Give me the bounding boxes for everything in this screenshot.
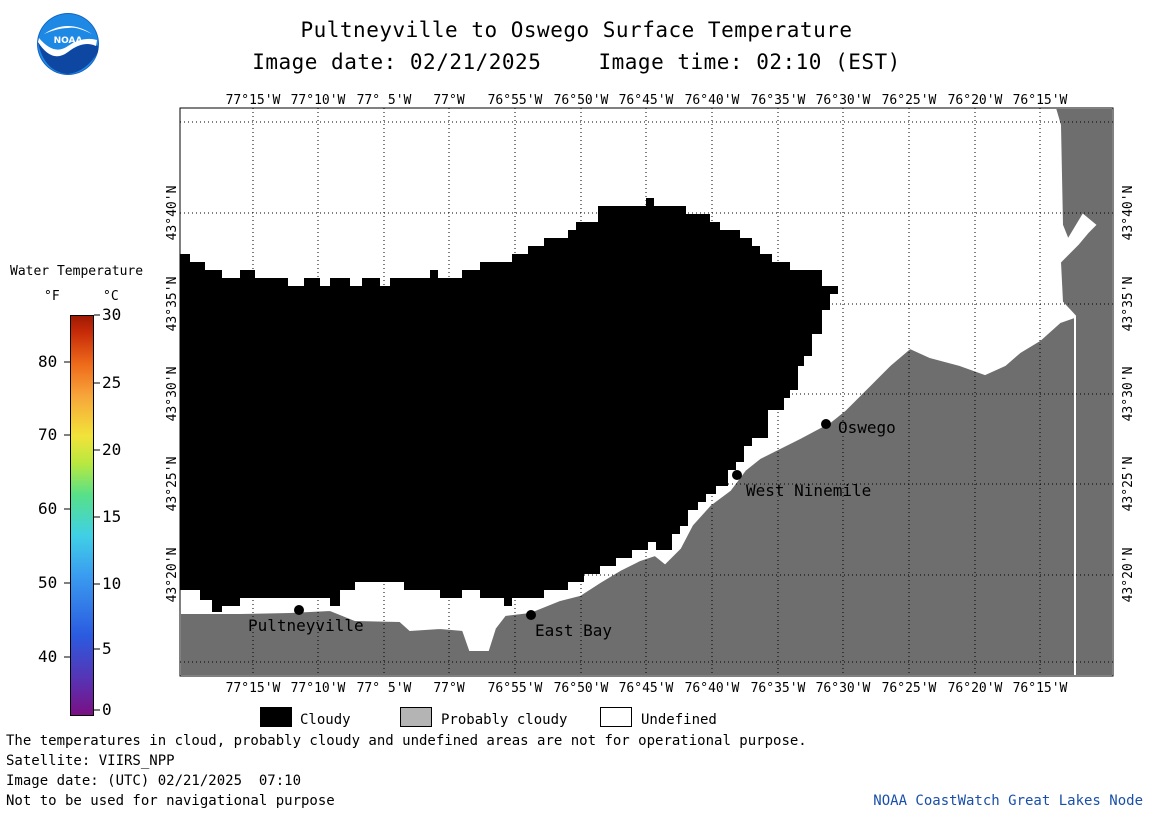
place-label-west-ninemile: West Ninemile — [746, 481, 871, 500]
c-tick-15: 15 — [102, 507, 121, 526]
lon-label-top: 77° 5'W — [357, 93, 412, 108]
colorbar — [70, 315, 94, 716]
place-markers — [294, 419, 831, 620]
lon-label-bottom: 77° 5'W — [357, 681, 412, 696]
lat-label-left: 43°20'N — [165, 548, 180, 603]
lat-label-right: 43°35'N — [1121, 277, 1136, 332]
lon-label-top: 76°55'W — [488, 93, 543, 108]
noaa-logo-icon: NOAA — [36, 12, 100, 76]
lon-label-top: 76°20'W — [948, 93, 1003, 108]
lon-label-top: 76°30'W — [816, 93, 871, 108]
c-tick-25: 25 — [102, 373, 121, 392]
lat-label-right: 43°25'N — [1121, 457, 1136, 512]
lat-label-left: 43°35'N — [165, 277, 180, 332]
lon-label-top: 76°50'W — [554, 93, 609, 108]
lon-label-top: 77°15'W — [226, 93, 281, 108]
place-marker-pultneyville — [294, 605, 304, 615]
lon-label-bottom: 76°50'W — [554, 681, 609, 696]
place-marker-west-ninemile — [732, 470, 742, 480]
colorbar-ticks: 80 70 60 50 40 30 25 20 15 10 5 0 — [38, 305, 121, 719]
lat-label-left: 43°25'N — [165, 457, 180, 512]
legend-swatch-cloudy — [260, 707, 292, 727]
lon-label-top: 76°45'W — [619, 93, 674, 108]
place-label-pultneyville: Pultneyville — [248, 616, 364, 635]
place-marker-east-bay — [526, 610, 536, 620]
lon-label-bottom: 76°20'W — [948, 681, 1003, 696]
lon-label-bottom: 77°W — [433, 681, 464, 696]
lat-label-left: 43°30'N — [165, 367, 180, 422]
f-tick-40: 40 — [38, 647, 57, 666]
footer-nav-warning: Not to be used for navigational purpose — [6, 793, 335, 809]
lon-label-bottom: 77°15'W — [226, 681, 281, 696]
lon-label-top: 77°W — [433, 93, 464, 108]
legend-label-cloudy: Cloudy — [300, 712, 351, 728]
map-title: Pultneyville to Oswego Surface Temperatu… — [300, 18, 853, 42]
image-date: Image date: 02/21/2025 — [252, 50, 542, 74]
lon-label-top: 76°15'W — [1013, 93, 1068, 108]
place-label-oswego: Oswego — [838, 418, 896, 437]
land-south — [179, 313, 1081, 677]
cloud-mass — [180, 198, 838, 612]
f-tick-50: 50 — [38, 573, 57, 592]
lon-label-bottom: 76°55'W — [488, 681, 543, 696]
lon-label-bottom: 76°15'W — [1013, 681, 1068, 696]
lon-label-bottom: 76°40'W — [685, 681, 740, 696]
lat-label-right: 43°30'N — [1121, 367, 1136, 422]
colorbar-unit-f: °F — [44, 289, 60, 304]
place-label-east-bay: East Bay — [535, 621, 612, 640]
lon-label-top: 77°10'W — [291, 93, 346, 108]
c-tick-30: 30 — [102, 305, 121, 324]
f-tick-70: 70 — [38, 425, 57, 444]
colorbar-title: Water Temperature — [10, 264, 144, 279]
c-tick-20: 20 — [102, 440, 121, 459]
lon-label-bottom: 76°30'W — [816, 681, 871, 696]
lon-label-top: 76°25'W — [882, 93, 937, 108]
graticule — [180, 108, 1113, 676]
legend-label-probably-cloudy: Probably cloudy — [441, 712, 568, 728]
place-marker-oswego — [821, 419, 831, 429]
c-tick-5: 5 — [102, 639, 112, 658]
legend-swatch-undefined — [600, 707, 632, 727]
image-time: Image time: 02:10 (EST) — [598, 50, 901, 74]
lat-label-left: 43°40'N — [165, 186, 180, 241]
lat-label-right: 43°40'N — [1121, 186, 1136, 241]
f-tick-60: 60 — [38, 499, 57, 518]
lon-label-top: 76°35'W — [751, 93, 806, 108]
footer-credit: NOAA CoastWatch Great Lakes Node — [873, 793, 1143, 809]
footer-utc-date: Image date: (UTC) 02/21/2025 07:10 — [6, 773, 302, 789]
c-tick-0: 0 — [102, 700, 112, 719]
lon-label-bottom: 76°25'W — [882, 681, 937, 696]
c-tick-10: 10 — [102, 574, 121, 593]
lat-label-right: 43°20'N — [1121, 548, 1136, 603]
legend-label-undefined: Undefined — [641, 712, 717, 728]
colorbar-unit-c: °C — [103, 289, 119, 304]
map-subtitle: Image date: 02/21/2025 Image time: 02:10… — [0, 50, 1153, 74]
lon-label-bottom: 76°45'W — [619, 681, 674, 696]
f-tick-80: 80 — [38, 352, 57, 371]
footer-note: The temperatures in cloud, probably clou… — [6, 733, 807, 749]
footer-satellite: Satellite: VIIRS_NPP — [6, 753, 175, 769]
legend-swatch-probably-cloudy — [400, 707, 432, 727]
lon-label-bottom: 77°10'W — [291, 681, 346, 696]
noaa-logo-text: NOAA — [54, 36, 83, 46]
lon-label-top: 76°40'W — [685, 93, 740, 108]
lon-label-bottom: 76°35'W — [751, 681, 806, 696]
